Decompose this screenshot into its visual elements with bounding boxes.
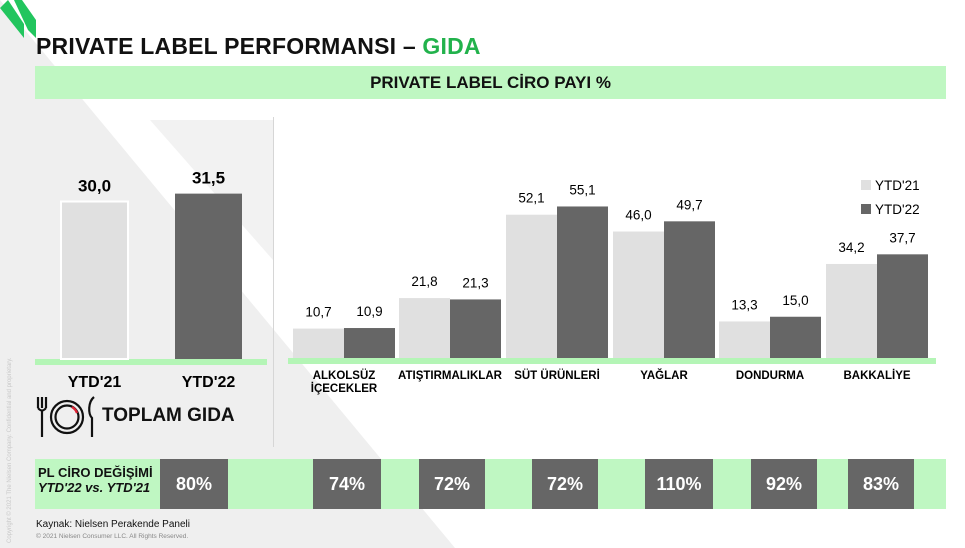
total-label: TOPLAM GIDA xyxy=(102,405,235,426)
banner-text: PRIVATE LABEL CİRO PAYI % xyxy=(370,73,611,92)
legend-label-1: YTD'22 xyxy=(875,202,920,217)
category-baseline xyxy=(288,358,936,364)
bar-0-4 xyxy=(719,321,770,358)
change-label-line1: PL CİRO DEĞİŞİMİ xyxy=(38,465,153,480)
change-label: PL CİRO DEĞİŞİMİ YTD'22 vs. YTD'21 xyxy=(38,465,153,495)
value-label-1-0: 10,9 xyxy=(356,304,382,319)
bar-1-1 xyxy=(450,299,501,358)
change-cat-0: 74% xyxy=(313,459,381,509)
bar-1-0 xyxy=(344,328,395,358)
bar-0-0 xyxy=(293,328,344,358)
total-bar-1 xyxy=(175,193,242,359)
category-label-5-0: BAKKALİYE xyxy=(843,369,910,382)
bar-0-3 xyxy=(613,231,664,358)
total-baseline xyxy=(35,359,267,365)
total-category-label-0: YTD'21 xyxy=(68,374,122,391)
value-label-0-1: 21,8 xyxy=(411,274,437,289)
bar-0-2 xyxy=(506,214,557,358)
category-label-2-0: SÜT ÜRÜNLERİ xyxy=(514,369,600,382)
change-label-line2: YTD'22 vs. YTD'21 xyxy=(38,480,151,495)
bar-1-3 xyxy=(664,221,715,358)
value-label-1-2: 55,1 xyxy=(569,182,595,197)
value-label-1-1: 21,3 xyxy=(462,275,488,290)
change-cat-3: 110% xyxy=(645,459,713,509)
bar-0-5 xyxy=(826,263,877,358)
legend-swatch-1 xyxy=(861,204,871,214)
bar-1-5 xyxy=(877,254,928,358)
source-note: Kaynak: Nielsen Perakende Paneli xyxy=(36,519,190,530)
title-accent: GIDA xyxy=(422,33,481,59)
section-banner: PRIVATE LABEL CİRO PAYI % xyxy=(35,66,946,99)
value-label-0-4: 13,3 xyxy=(731,297,757,312)
legend-swatch-0 xyxy=(861,180,871,190)
brand-logo xyxy=(0,0,36,38)
value-label-0-3: 46,0 xyxy=(625,208,651,223)
change-cat-2: 72% xyxy=(532,459,598,509)
total-value-label-0: 30,0 xyxy=(78,177,111,196)
page-title: PRIVATE LABEL PERFORMANSI – GIDA xyxy=(36,33,481,60)
category-label-0-0: ALKOLSÜZ xyxy=(313,369,376,382)
category-label-1-0: ATIŞTIRMALIKLAR xyxy=(398,370,503,382)
chart-divider xyxy=(273,117,274,447)
change-cat-1: 72% xyxy=(419,459,485,509)
bar-1-2 xyxy=(557,206,608,358)
category-label-4-0: DONDURMA xyxy=(736,370,804,382)
change-cat-5: 83% xyxy=(848,459,914,509)
change-total: 80% xyxy=(160,459,228,509)
legend-label-0: YTD'21 xyxy=(875,178,920,193)
bar-0-1 xyxy=(399,298,450,358)
value-label-0-0: 10,7 xyxy=(305,305,331,320)
value-label-1-3: 49,7 xyxy=(676,197,702,212)
category-label-0-1: İÇECEKLER xyxy=(311,382,378,395)
value-label-1-5: 37,7 xyxy=(889,230,915,245)
total-bar-0 xyxy=(60,200,129,360)
value-label-0-2: 52,1 xyxy=(518,191,544,206)
plate-cutlery-icon xyxy=(36,396,95,437)
bar-1-4 xyxy=(770,316,821,358)
value-label-1-4: 15,0 xyxy=(782,293,808,308)
title-main: PRIVATE LABEL PERFORMANSI – xyxy=(36,33,416,59)
change-cat-4: 92% xyxy=(751,459,817,509)
value-label-0-5: 34,2 xyxy=(838,240,864,255)
category-label-3-0: YAĞLAR xyxy=(640,369,688,382)
total-category-label-1: YTD'22 xyxy=(182,374,236,391)
copyright-note: © 2021 Nielsen Consumer LLC. All Rights … xyxy=(36,533,189,540)
total-value-label-1: 31,5 xyxy=(192,169,225,188)
